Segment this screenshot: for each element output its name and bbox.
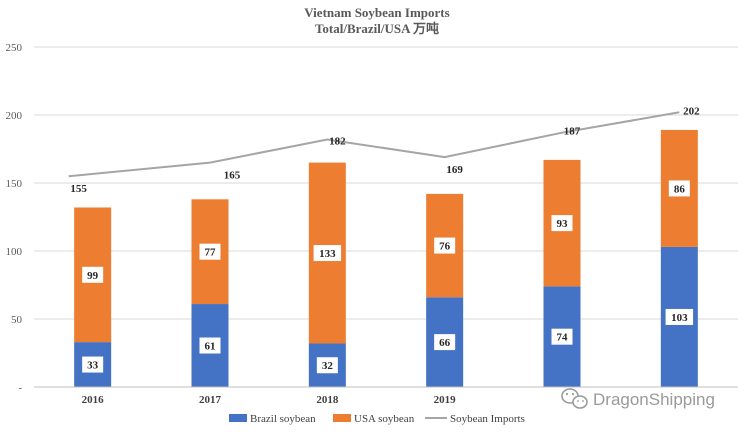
line-data-label: 169 <box>446 164 463 176</box>
data-labels: 33 99 61 77 32 133 66 76 74 93 103 86 155 165 182 169 18… <box>70 105 700 374</box>
line-data-label: 187 <box>564 126 581 138</box>
data-label: 32 <box>322 360 334 372</box>
data-label-box <box>82 266 104 283</box>
legend-swatch-usa-soybean <box>333 414 351 422</box>
legend-label-usa-soybean: USA soybean <box>354 413 415 425</box>
data-label: 103 <box>671 312 688 324</box>
legend-label-brazil-soybean: Brazil soybean <box>250 413 316 425</box>
data-label: 76 <box>439 241 451 253</box>
legend: Brazil soybean USA soybean Soybean Imports <box>229 413 525 425</box>
data-label: 86 <box>674 183 686 195</box>
data-label-box <box>434 334 456 351</box>
data-label: 74 <box>557 332 569 344</box>
legend-swatch-brazil-soybean <box>229 414 247 422</box>
y-tick-label: 250 <box>6 42 23 54</box>
data-label: 77 <box>205 247 217 259</box>
y-tick-label: 200 <box>6 110 23 122</box>
data-label-box <box>313 245 342 262</box>
total-line <box>68 111 680 178</box>
watermark-text: DragonShipping <box>593 390 715 409</box>
line-data-label: 155 <box>70 183 87 195</box>
wechat-icon <box>561 388 588 409</box>
chart-title: Vietnam Soybean Imports <box>304 5 449 20</box>
x-tick-label: 2019 <box>434 394 457 406</box>
watermark: DragonShipping <box>561 388 715 409</box>
data-label-box <box>82 356 104 373</box>
y-tick-label: - <box>18 382 22 394</box>
data-label-box <box>434 237 456 254</box>
legend-label-soybean-imports: Soybean Imports <box>450 413 525 425</box>
x-tick-label: 2016 <box>82 394 105 406</box>
data-label-box <box>668 180 690 197</box>
data-label: 33 <box>87 360 99 372</box>
data-label-box <box>316 357 338 374</box>
x-tick-label: 2017 <box>199 394 222 406</box>
data-label-box <box>665 308 694 325</box>
y-tick-label: 100 <box>6 246 23 258</box>
gridlines <box>34 46 738 388</box>
data-label-box <box>551 328 573 345</box>
data-label: 93 <box>557 218 569 230</box>
data-label: 66 <box>439 337 451 349</box>
soybean-imports-line <box>68 111 680 178</box>
line-data-label: 165 <box>224 170 241 182</box>
chart-subtitle: Total/Brazil/USA 万吨 <box>315 21 439 36</box>
x-axis: 2016 2017 2018 2019 <box>34 386 738 406</box>
data-label: 133 <box>319 248 336 260</box>
x-tick-label: 2018 <box>316 394 339 406</box>
y-tick-label: 150 <box>6 178 23 190</box>
line-data-label: 182 <box>329 135 346 147</box>
y-axis: - 50 100 150 200 250 <box>6 42 23 394</box>
bars <box>74 129 698 387</box>
line-data-label: 202 <box>683 105 700 117</box>
data-label: 61 <box>205 341 216 353</box>
data-label-box <box>199 337 221 354</box>
y-tick-label: 50 <box>11 314 23 326</box>
data-label-box <box>199 243 221 260</box>
data-label-box <box>551 215 573 232</box>
data-label: 99 <box>87 270 99 282</box>
